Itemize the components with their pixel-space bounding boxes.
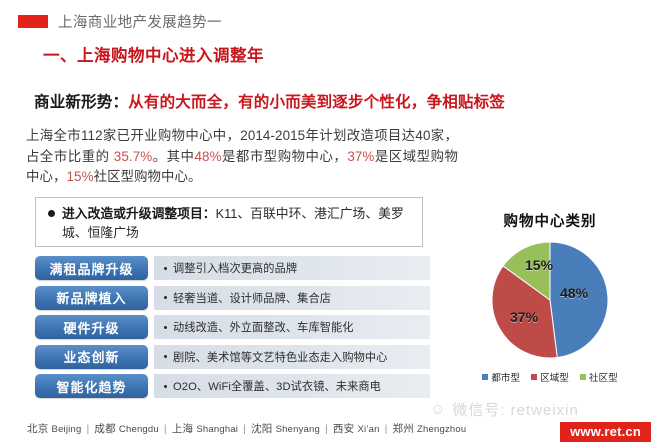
row-description: 动线改造、外立面整改、车库智能化	[154, 315, 430, 339]
pie-label-quyu: 37%	[510, 309, 539, 325]
small-bullet-icon	[164, 266, 167, 270]
footer-city-cn: 成都	[94, 423, 119, 435]
footer-city-list: 北京 Beijing | 成都 Chengdu | 上海 Shanghai | 沈阳 She…	[27, 421, 466, 436]
legend-item-dushi: 都市型	[482, 370, 520, 384]
footer-city-cn: 沈阳	[251, 423, 276, 435]
footer-city-cn: 西安	[332, 423, 358, 435]
paragraph-part-4: 是区域型购物中心，	[26, 148, 458, 185]
pie-chart-panel: 购物中心类别 48% 37% 15% 都市型 区域型 社区型	[440, 206, 660, 402]
list-item[interactable]: 满租品牌升级 调整引入档次更高的品牌	[35, 256, 430, 280]
lead-emphasis: 从有的大而全，有的小而美到逐步个性化，争相贴标签	[128, 94, 506, 111]
chart-legend: 都市型 区域型 社区型	[440, 370, 660, 384]
list-item[interactable]: 硬件升级 动线改造、外立面整改、车库智能化	[35, 315, 430, 339]
body-paragraph: 上海全市112家已开业购物中心中，2014-2015年计划改造项目达40家，占全…	[26, 126, 458, 188]
pie-slice-区域型	[491, 265, 558, 359]
row-description: O2O、WiFi全覆盖、3D试衣镜、未来商电	[154, 374, 430, 398]
pie-label-dushi: 48%	[560, 285, 589, 301]
footer-separator: |	[86, 423, 90, 435]
red-block-icon	[18, 14, 48, 28]
legend-swatch-dushi	[482, 374, 489, 380]
smiley-icon: ☺	[430, 401, 447, 418]
pie-slice-社区型	[502, 241, 551, 301]
stat-37: 37%	[347, 148, 375, 164]
legend-label-quyu: 区域型	[540, 373, 569, 384]
header-title: 上海商业地产发展趋势一	[58, 14, 222, 31]
callout-box: 进入改造或升级调整项目：K11、百联中环、港汇广场、美罗城、恒隆广场	[35, 197, 423, 247]
stat-35-7: 35.7%	[113, 148, 153, 164]
row-description-text: 动线改造、外立面整改、车库智能化	[173, 322, 354, 334]
paragraph-part-2: 。其中	[152, 148, 195, 164]
chart-title: 购物中心类别	[503, 214, 597, 230]
row-description-text: O2O、WiFi全覆盖、3D试衣镜、未来商电	[173, 381, 381, 393]
small-bullet-icon	[164, 296, 167, 299]
footer-city-en: Xi’an	[357, 424, 380, 435]
bullet-dot-icon	[48, 210, 55, 217]
row-tag-label: 业态创新	[35, 344, 148, 369]
legend-label-dushi: 都市型	[491, 373, 521, 384]
trend-rows-list: 满租品牌升级 调整引入档次更高的品牌 新品牌植入 轻奢当道、设计师品牌、集合店 …	[35, 256, 430, 404]
footer-separator: |	[243, 423, 247, 435]
pie-chart-svg	[491, 241, 609, 359]
row-description: 轻奢当道、设计师品牌、集合店	[154, 285, 430, 310]
row-tag-label: 硬件升级	[35, 315, 148, 339]
section-heading: 一、上海购物中心进入调整年	[43, 47, 264, 65]
row-tag-label: 满租品牌升级	[35, 256, 148, 280]
legend-label-shequ: 社区型	[588, 373, 618, 384]
footer-separator: |	[384, 423, 388, 435]
row-description-text: 调整引入档次更高的品牌	[173, 263, 298, 275]
pie-slice-都市型	[549, 241, 609, 359]
paragraph-part-3: 是都市型购物中心，	[221, 148, 348, 164]
legend-item-quyu: 区域型	[531, 370, 569, 384]
paragraph-part-1: 上海全市112家已开业购物中心中，2014-2015年计划改造项目达40家，占全…	[26, 128, 458, 164]
footer-separator: |	[324, 423, 328, 435]
legend-item-shequ: 社区型	[579, 370, 618, 384]
callout-row: 进入改造或升级调整项目：K11、百联中环、港汇广场、美罗城、恒隆广场	[45, 204, 413, 242]
footer-city-en: Chengdu	[118, 424, 159, 435]
footer-separator: |	[163, 423, 167, 435]
watermark: ☺ 微信号: retweixin	[430, 399, 579, 420]
lead-label: 商业新形势：	[34, 94, 129, 111]
footer-url-badge[interactable]: www.ret.cn	[560, 422, 651, 442]
slide-header: 上海商业地产发展趋势一	[0, 8, 663, 34]
list-item[interactable]: 智能化趋势 O2O、WiFi全覆盖、3D试衣镜、未来商电	[35, 374, 430, 398]
footer-city-en: Beijing	[51, 424, 82, 435]
small-bullet-icon	[164, 325, 167, 329]
row-description-text: 剧院、美术馆等文艺特色业态走入购物中心	[173, 351, 388, 364]
pie-label-shequ: 15%	[525, 257, 554, 273]
lead-line: 商业新形势：从有的大而全，有的小而美到逐步个性化，争相贴标签	[34, 90, 505, 112]
small-bullet-icon	[164, 384, 167, 388]
footer-city-en: Shenyang	[275, 424, 320, 435]
stat-48: 48%	[194, 148, 222, 164]
list-item[interactable]: 新品牌植入 轻奢当道、设计师品牌、集合店	[35, 285, 430, 310]
footer-city-cn: 上海	[171, 423, 197, 435]
legend-swatch-quyu	[531, 374, 538, 380]
row-description-text: 轻奢当道、设计师品牌、集合店	[173, 292, 332, 305]
footer-city-cn: 郑州	[392, 423, 418, 435]
row-description: 调整引入档次更高的品牌	[154, 256, 430, 280]
footer-city-en: Zhengzhou	[417, 424, 467, 435]
legend-swatch-shequ	[579, 374, 586, 380]
callout-text: 进入改造或升级调整项目：K11、百联中环、港汇广场、美罗城、恒隆广场	[62, 204, 413, 242]
row-description: 剧院、美术馆等文艺特色业态走入购物中心	[154, 344, 430, 369]
paragraph-part-5: 社区型购物中心。	[93, 169, 202, 184]
small-bullet-icon	[164, 355, 167, 358]
footer-city-cn: 北京	[27, 423, 52, 435]
stat-15: 15%	[66, 169, 94, 184]
row-tag-label: 新品牌植入	[35, 285, 148, 310]
list-item[interactable]: 业态创新 剧院、美术馆等文艺特色业态走入购物中心	[35, 344, 430, 369]
callout-value: K11、百联中环、港汇广场、美罗城、恒隆广场	[62, 206, 404, 240]
footer-city-en: Shanghai	[196, 424, 239, 435]
callout-label: 进入改造或升级调整项目：	[62, 206, 216, 221]
row-tag-label: 智能化趋势	[35, 374, 148, 398]
watermark-text: 微信号: retweixin	[452, 402, 579, 419]
pie-chart: 48% 37% 15%	[490, 240, 610, 360]
